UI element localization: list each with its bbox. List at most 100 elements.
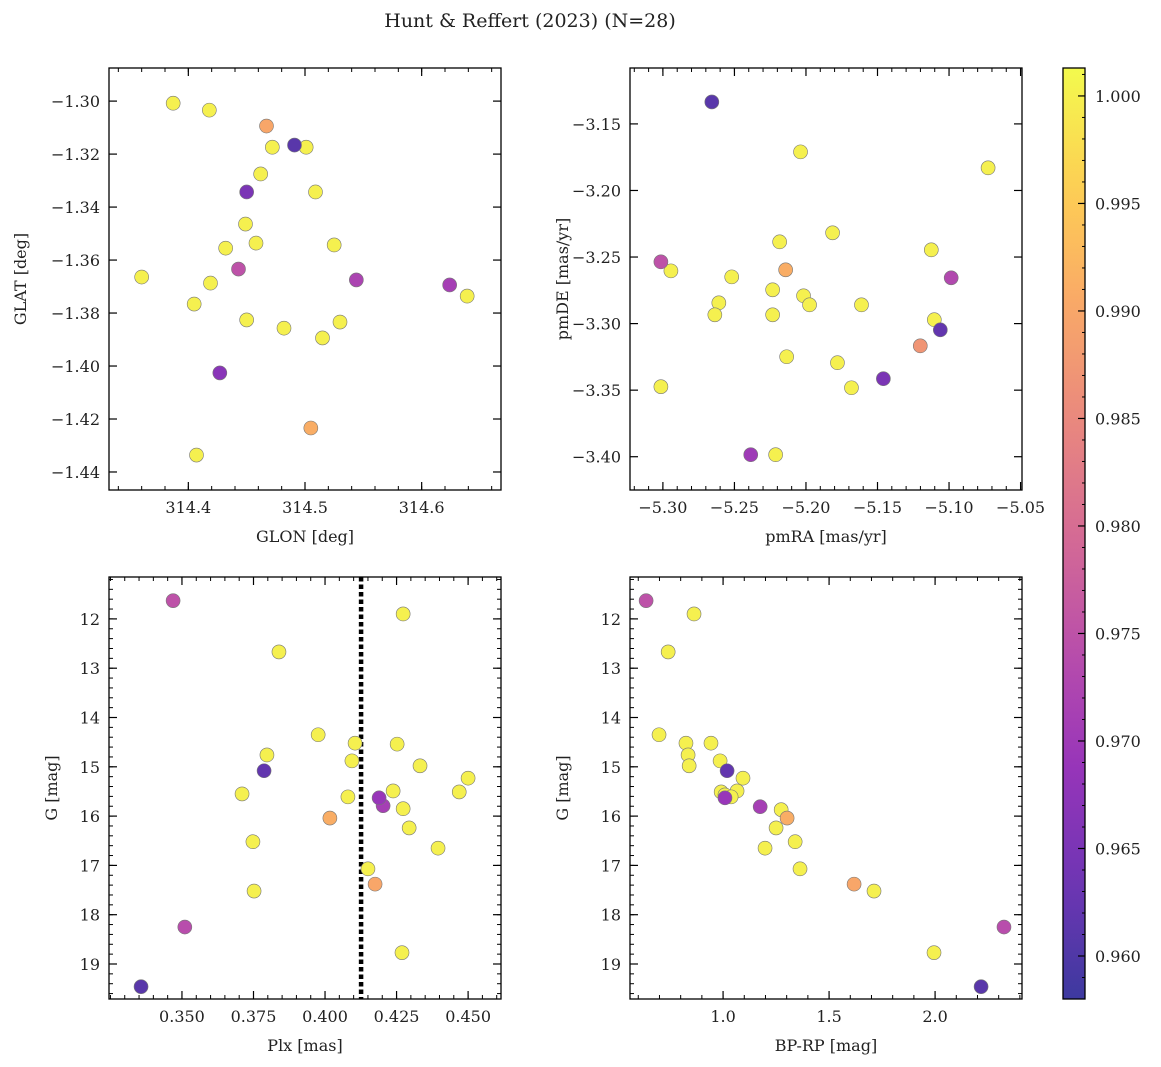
colorbar-tick-label: 0.965 bbox=[1095, 839, 1141, 858]
data-point bbox=[276, 320, 292, 336]
data-point bbox=[802, 297, 817, 313]
colorbar-gradient bbox=[1062, 67, 1086, 1000]
data-point bbox=[303, 420, 319, 436]
y-tick-label: −3.20 bbox=[572, 181, 621, 200]
data-point bbox=[735, 770, 751, 786]
figure-title: Hunt & Reffert (2023) (N=28) bbox=[384, 10, 676, 32]
data-point bbox=[442, 277, 457, 293]
data-point bbox=[212, 365, 228, 381]
data-point bbox=[239, 184, 254, 200]
data-point bbox=[923, 242, 939, 258]
x-tick-label: 314.5 bbox=[282, 498, 328, 517]
data-point bbox=[451, 784, 467, 800]
x-tick-label: 1.5 bbox=[816, 1007, 841, 1026]
y-tick-label: 19 bbox=[601, 955, 621, 974]
y-tick-label: 13 bbox=[601, 659, 621, 678]
y-tick-label: 15 bbox=[80, 758, 100, 777]
data-point bbox=[394, 945, 410, 960]
y-tick-label: 14 bbox=[601, 709, 621, 728]
data-point bbox=[460, 770, 476, 786]
x-tick-label: −5.25 bbox=[710, 498, 759, 517]
subplot-3: 0.350 0.375 0.400 0.425 0.450 12 13 14 15 16 17 18 1… bbox=[42, 576, 502, 1055]
data-point bbox=[259, 747, 275, 763]
x-tick-label: 0.450 bbox=[445, 1007, 491, 1026]
data-point bbox=[218, 240, 233, 256]
data-point bbox=[371, 790, 387, 806]
data-point bbox=[912, 338, 928, 354]
x-tick-label: 1.0 bbox=[710, 1007, 735, 1026]
y-tick-label: 17 bbox=[601, 856, 621, 875]
y-tick-label: −1.30 bbox=[51, 92, 100, 111]
x-tick-label: 314.4 bbox=[165, 498, 211, 517]
data-point bbox=[186, 296, 202, 312]
data-point bbox=[246, 883, 262, 899]
data-point bbox=[133, 979, 149, 994]
subplot-4: 1.0 1.5 2.0 12 13 14 15 16 17 18 19 BP-RP [mag] G [m… bbox=[553, 576, 1023, 1055]
data-point bbox=[340, 789, 356, 805]
y-axis-label: pmDE [mas/yr] bbox=[553, 218, 572, 341]
data-point bbox=[248, 235, 264, 251]
data-point bbox=[663, 263, 679, 279]
y-tick-label: 16 bbox=[601, 807, 621, 826]
data-point bbox=[134, 269, 149, 285]
data-point bbox=[310, 727, 326, 743]
data-point bbox=[360, 861, 376, 877]
x-axis-label: pmRA [mas/yr] bbox=[765, 527, 887, 546]
axes-frame bbox=[108, 576, 502, 1000]
x-tick-label: 0.375 bbox=[231, 1007, 277, 1026]
y-tick-label: 19 bbox=[80, 955, 100, 974]
data-point bbox=[653, 379, 669, 394]
x-tick-label: −5.30 bbox=[638, 498, 687, 517]
y-tick-label: 14 bbox=[80, 709, 100, 728]
data-point bbox=[245, 834, 261, 850]
data-point bbox=[752, 799, 768, 815]
data-point bbox=[830, 355, 845, 371]
data-point bbox=[846, 876, 862, 892]
data-point bbox=[792, 861, 808, 877]
y-axis-label: G [mag] bbox=[553, 755, 572, 820]
data-point bbox=[980, 160, 996, 176]
data-point bbox=[430, 840, 446, 856]
y-tick-label: −3.15 bbox=[572, 115, 621, 134]
data-point bbox=[707, 307, 723, 323]
data-point bbox=[844, 380, 859, 396]
x-tick-label: 0.400 bbox=[302, 1007, 348, 1026]
data-point bbox=[724, 269, 740, 285]
y-tick-label: 12 bbox=[80, 610, 100, 629]
data-point bbox=[202, 102, 217, 118]
data-point bbox=[866, 883, 882, 899]
data-point bbox=[703, 735, 719, 751]
colorbar-tick-label: 0.990 bbox=[1095, 302, 1141, 321]
x-tick-label: 314.6 bbox=[399, 498, 445, 517]
data-point bbox=[231, 261, 246, 277]
data-point bbox=[265, 139, 280, 155]
x-axis-label: GLON [deg] bbox=[256, 527, 354, 546]
axes-frame bbox=[629, 67, 1023, 491]
data-point bbox=[177, 919, 193, 935]
x-tick-label: −5.05 bbox=[996, 498, 1045, 517]
y-tick-label: −1.42 bbox=[51, 410, 100, 429]
data-point bbox=[332, 314, 348, 330]
x-tick-label: −5.10 bbox=[925, 498, 974, 517]
y-tick-label: −1.36 bbox=[51, 251, 100, 270]
y-tick-label: 17 bbox=[80, 856, 100, 875]
points bbox=[134, 95, 475, 463]
data-point bbox=[765, 282, 780, 298]
data-point bbox=[238, 216, 253, 232]
data-point bbox=[253, 166, 268, 182]
points bbox=[638, 593, 1012, 994]
data-point bbox=[395, 606, 411, 622]
data-point bbox=[779, 349, 794, 365]
data-point bbox=[203, 275, 218, 291]
data-point bbox=[259, 118, 274, 134]
y-tick-label: −1.38 bbox=[51, 304, 100, 323]
data-point bbox=[395, 801, 411, 817]
data-point bbox=[165, 95, 181, 111]
data-point bbox=[385, 783, 401, 799]
data-point bbox=[344, 753, 360, 769]
colorbar-tick-label: 0.985 bbox=[1095, 409, 1141, 428]
subplot-2: −5.30 −5.25 −5.20 −5.15 −5.10 −5.05 −3.15 −3.20… bbox=[553, 67, 1045, 546]
data-point bbox=[787, 834, 803, 850]
data-point bbox=[765, 307, 780, 323]
y-tick-label: −3.25 bbox=[572, 248, 621, 267]
